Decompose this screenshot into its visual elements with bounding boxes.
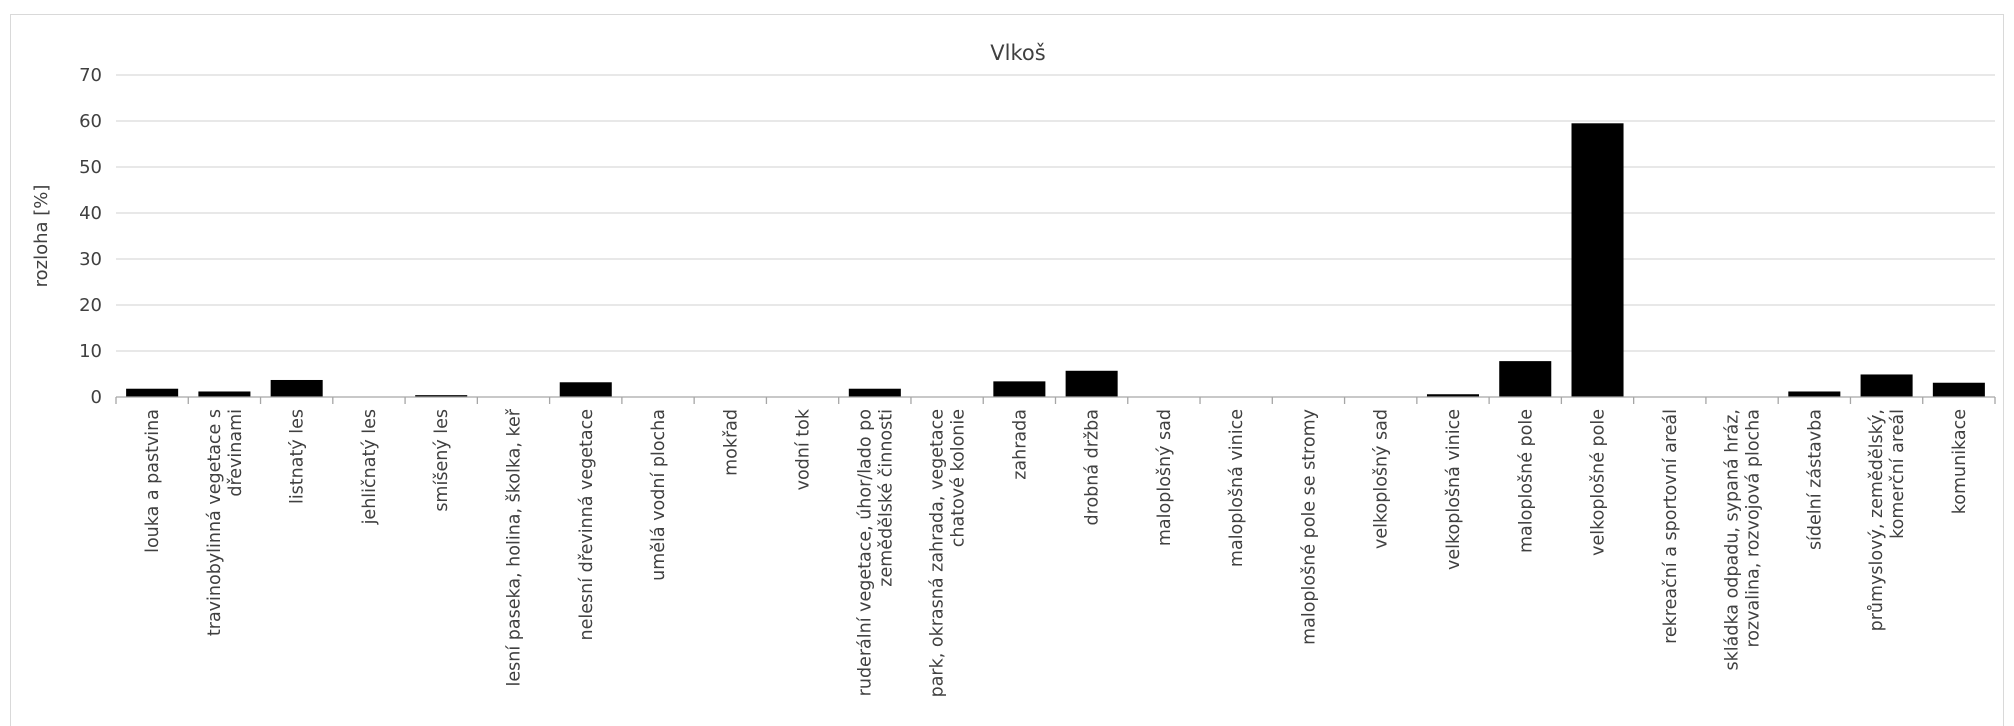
x-tick-label-line: průmyslový, zemědělský, bbox=[1867, 409, 1887, 631]
y-tick-label: 60 bbox=[79, 111, 102, 132]
x-tick-label-line: jehličnatý les bbox=[360, 409, 380, 525]
x-tick-labels: louka a pastvina travinobylinná vegetace … bbox=[143, 408, 1970, 697]
x-tick-label: drobná držba bbox=[1083, 409, 1103, 525]
x-tick-label-line: skládka odpadu, sypaná hráz, bbox=[1723, 409, 1743, 670]
bar bbox=[270, 379, 323, 397]
y-tick-labels: 0 10 20 30 40 50 60 70 bbox=[79, 65, 102, 408]
y-tick-label: 10 bbox=[79, 341, 102, 362]
axes bbox=[115, 396, 1996, 404]
x-tick-label-line: zemědělské činnosti bbox=[876, 409, 896, 587]
chart-frame bbox=[10, 14, 2004, 726]
bar bbox=[1860, 374, 1913, 397]
y-tick-label: 50 bbox=[79, 157, 102, 178]
x-tick-label-line: drobná držba bbox=[1083, 409, 1103, 525]
bar bbox=[1065, 370, 1118, 397]
bar bbox=[415, 395, 468, 397]
x-tick-label: rekreační a sportovní areál bbox=[1661, 409, 1681, 644]
x-tick-label-line: park, okrasná zahrada, vegetace bbox=[928, 409, 948, 697]
x-tick-label-line: komerční areál bbox=[1888, 409, 1908, 539]
bar bbox=[848, 388, 901, 397]
x-tick-label: jehličnatý les bbox=[360, 409, 380, 525]
x-tick-label: vodní tok bbox=[794, 408, 814, 490]
chart-title: Vlkoš bbox=[990, 41, 1045, 65]
x-tick-label-line: dřevinami bbox=[226, 409, 246, 497]
x-tick-label-line: velkoplošné pole bbox=[1589, 409, 1609, 556]
x-tick-label-line: maloplošné pole bbox=[1516, 409, 1536, 553]
x-tick-label-line: maloplošné pole se stromy bbox=[1299, 409, 1319, 645]
x-tick-label: park, okrasná zahrada, vegetacechatové k… bbox=[928, 409, 969, 697]
bar bbox=[1499, 361, 1552, 397]
bar bbox=[1932, 382, 1985, 397]
y-tick-label: 70 bbox=[79, 65, 102, 86]
x-tick-label-line: vodní tok bbox=[794, 408, 814, 490]
x-tick-label-line: smíšený les bbox=[432, 409, 452, 512]
x-tick-label-line: mokřad bbox=[721, 409, 741, 476]
x-tick-label: louka a pastvina bbox=[143, 409, 163, 553]
bar bbox=[198, 391, 251, 397]
x-tick-label: ruderální vegetace, úhor/lado pozeměděls… bbox=[855, 409, 896, 696]
gridlines bbox=[116, 74, 1995, 352]
x-tick-label-line: lesní paseka, holina, školka, keř bbox=[504, 408, 524, 686]
x-tick-label: smíšený les bbox=[432, 409, 452, 512]
bar bbox=[1788, 391, 1841, 397]
x-tick-label: maloplošné pole bbox=[1516, 409, 1536, 553]
x-tick-label: komunikace bbox=[1950, 409, 1970, 514]
x-tick-label: velkoplošná vinice bbox=[1444, 409, 1464, 570]
bar bbox=[126, 388, 179, 397]
x-tick-label-line: ruderální vegetace, úhor/lado po bbox=[855, 409, 875, 696]
x-tick-label: mokřad bbox=[721, 409, 741, 476]
x-tick-label: zahrada bbox=[1010, 409, 1030, 480]
x-tick-label-line: maloplošná vinice bbox=[1227, 409, 1247, 567]
y-tick-label: 20 bbox=[79, 295, 102, 316]
x-tick-label: průmyslový, zemědělský,komerční areál bbox=[1867, 409, 1908, 631]
x-tick-label-line: zahrada bbox=[1010, 409, 1030, 480]
x-tick-label: sídelní zástavba bbox=[1805, 409, 1825, 550]
bar bbox=[559, 382, 612, 397]
y-tick-label: 30 bbox=[79, 249, 102, 270]
x-tick-label: travinobylinná vegetace sdřevinami bbox=[205, 409, 246, 636]
x-tick-label: umělá vodní plocha bbox=[649, 409, 669, 581]
x-tick-label-line: chatové kolonie bbox=[949, 409, 969, 547]
x-tick-label-line: travinobylinná vegetace s bbox=[205, 409, 225, 636]
x-tick-label: skládka odpadu, sypaná hráz,rozvalina, r… bbox=[1723, 409, 1764, 670]
x-tick-label-line: umělá vodní plocha bbox=[649, 409, 669, 581]
bar bbox=[1426, 394, 1479, 397]
x-tick-label-line: rekreační a sportovní areál bbox=[1661, 409, 1681, 644]
x-tick-label: lesní paseka, holina, školka, keř bbox=[504, 408, 524, 686]
x-tick-label-line: maloplošný sad bbox=[1155, 409, 1175, 546]
x-tick-label-line: listnatý les bbox=[288, 409, 308, 504]
x-tick-label: velkoplošné pole bbox=[1589, 409, 1609, 556]
x-tick-label: maloplošné pole se stromy bbox=[1299, 409, 1319, 645]
y-tick-label: 0 bbox=[91, 387, 102, 408]
x-tick-label-line: sídelní zástavba bbox=[1805, 409, 1825, 550]
y-axis-label: rozloha [%] bbox=[31, 185, 52, 288]
bars bbox=[126, 123, 1985, 398]
x-tick-label: velkoplošný sad bbox=[1372, 409, 1392, 549]
x-tick-label-line: nelesní dřevinná vegetace bbox=[577, 409, 597, 640]
bar bbox=[993, 381, 1046, 397]
x-tick-label-line: komunikace bbox=[1950, 409, 1970, 514]
x-tick-label: nelesní dřevinná vegetace bbox=[577, 409, 597, 640]
x-tick-label-line: velkoplošná vinice bbox=[1444, 409, 1464, 570]
bar bbox=[1571, 123, 1624, 398]
x-tick-label: listnatý les bbox=[288, 409, 308, 504]
x-tick-label: maloplošný sad bbox=[1155, 409, 1175, 546]
x-tick-label-line: velkoplošný sad bbox=[1372, 409, 1392, 549]
x-tick-label-line: rozvalina, rozvojová plocha bbox=[1744, 409, 1764, 648]
y-tick-label: 40 bbox=[79, 203, 102, 224]
x-tick-label: maloplošná vinice bbox=[1227, 409, 1247, 567]
x-tick-label-line: louka a pastvina bbox=[143, 409, 163, 553]
